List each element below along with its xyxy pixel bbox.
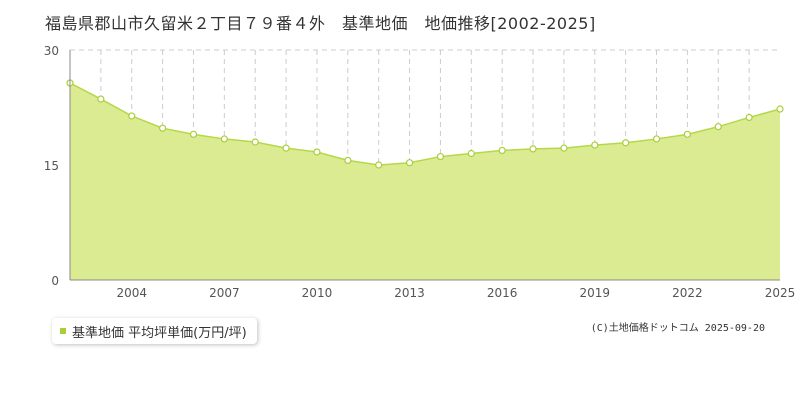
data-point [251, 138, 259, 146]
data-point [220, 135, 228, 143]
x-tick-label: 2019 [580, 286, 611, 300]
data-point [622, 139, 630, 147]
data-points [66, 79, 784, 169]
data-point [282, 144, 290, 152]
data-point [313, 148, 321, 156]
area-series [69, 82, 781, 280]
data-point [683, 130, 691, 138]
data-point [745, 113, 753, 122]
data-point [405, 159, 414, 167]
data-point [97, 95, 105, 103]
copyright-text: (C)土地価格ドットコム 2025-09-20 [590, 323, 765, 334]
data-point [189, 130, 198, 138]
x-tick-label: 2007 [209, 286, 240, 300]
data-point [128, 112, 136, 120]
data-point [714, 123, 722, 131]
data-point [652, 135, 661, 143]
legend-swatch [60, 328, 66, 334]
data-point [344, 156, 352, 164]
chart-title: 福島県郡山市久留米２丁目７９番４外 基準地価 地価推移[2002-2025] [45, 14, 596, 33]
x-tick-label: 2004 [116, 286, 147, 300]
y-tick-label: 15 [44, 159, 59, 173]
data-point [436, 152, 445, 161]
x-tick-label: 2013 [394, 286, 425, 300]
x-tick-label: 2010 [302, 286, 333, 300]
y-tick-label: 0 [51, 274, 59, 288]
legend: 基準地価 平均坪単価(万円/坪) [52, 318, 257, 344]
x-tick-label: 2016 [487, 286, 518, 300]
data-point [375, 161, 383, 169]
tick-labels: 0 15 30 2004 2007 2010 2013 2016 2019 2022 2025 [44, 44, 796, 300]
x-tick-label: 2022 [672, 286, 703, 300]
data-point [529, 145, 537, 153]
data-point [591, 141, 599, 149]
data-point [560, 144, 568, 152]
series-line [69, 82, 781, 166]
x-tick-label: 2025 [765, 286, 796, 300]
data-point [159, 124, 167, 132]
area-fill [70, 82, 780, 280]
axes [69, 50, 780, 281]
data-point [498, 146, 506, 155]
data-point [776, 105, 784, 113]
data-point [467, 149, 475, 158]
y-tick-label: 30 [44, 44, 59, 58]
legend-label: 基準地価 平均坪単価(万円/坪) [72, 325, 247, 341]
